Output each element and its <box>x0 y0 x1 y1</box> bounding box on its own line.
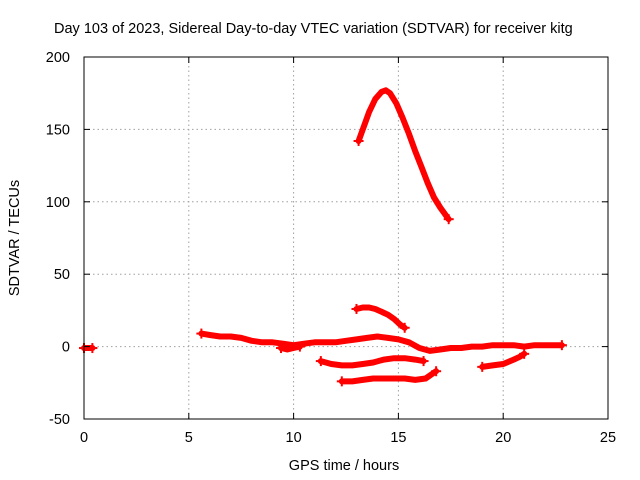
tick-label-layer: 0 5 10 15 20 25 -50 0 50 100 150 200 <box>46 50 616 446</box>
x-tick-label: 5 <box>185 430 193 446</box>
x-tick-label: 25 <box>600 430 616 446</box>
series-line-5 <box>353 304 408 331</box>
series-layer <box>79 87 567 387</box>
y-tick-label: 50 <box>54 267 70 283</box>
y-tick-label: 0 <box>62 340 70 356</box>
y-tick-label: 150 <box>46 122 70 138</box>
x-tick-label: 10 <box>286 430 302 446</box>
y-tick-label: 200 <box>46 50 70 66</box>
plot-frame <box>83 56 609 420</box>
x-tick-label: 20 <box>495 430 511 446</box>
x-tick-label: 15 <box>390 430 406 446</box>
y-tick-label: -50 <box>49 412 70 428</box>
chart-title: Day 103 of 2023, Sidereal Day-to-day VTE… <box>54 21 573 37</box>
y-tick-label: 100 <box>46 195 70 211</box>
series-line-2 <box>355 87 452 223</box>
series-line-7 <box>338 368 440 385</box>
axes-layer <box>83 56 609 420</box>
series-line-8 <box>479 350 528 370</box>
x-axis-label: GPS time / hours <box>289 458 399 474</box>
series-line-3 <box>198 330 565 354</box>
series-line-6 <box>317 355 427 369</box>
y-axis-label: SDTVAR / TECUs <box>7 180 23 296</box>
x-tick-label: 0 <box>80 430 88 446</box>
